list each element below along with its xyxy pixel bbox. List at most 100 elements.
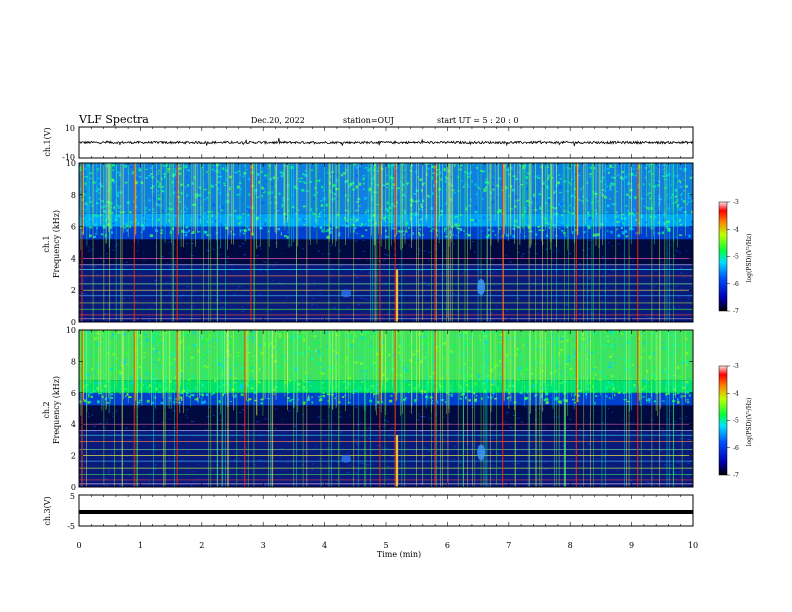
spectral-speckle (423, 416, 427, 418)
spectral-speckle (682, 386, 685, 389)
spectral-speckle (104, 211, 107, 214)
spectral-speckle (97, 198, 100, 200)
spectral-speckle (93, 215, 97, 218)
spectral-speckle (644, 176, 647, 179)
spectral-speckle (211, 362, 213, 365)
spectral-speckle (540, 216, 544, 219)
spectral-speckle (621, 213, 624, 216)
spectral-speckle (190, 255, 194, 257)
spectral-speckle (174, 215, 178, 218)
spectral-speckle (273, 227, 276, 229)
spectral-speckle (238, 245, 242, 247)
spectral-speckle (654, 379, 657, 382)
spectral-speckle (626, 400, 630, 403)
spectral-speckle (89, 380, 92, 383)
spectral-speckle (191, 436, 194, 438)
spectral-speckle (229, 186, 232, 189)
spectral-speckle (287, 397, 290, 400)
spectral-speckle (366, 298, 369, 300)
spectral-speckle (603, 167, 606, 169)
spectral-speckle (212, 392, 215, 395)
spectral-speckle (427, 168, 430, 170)
spectral-speckle (491, 477, 493, 479)
spectral-speckle (679, 306, 681, 308)
spectral-speckle (303, 389, 307, 391)
spectral-speckle (480, 397, 483, 400)
spectral-speckle (307, 398, 309, 402)
y-tick-label: 4 (71, 420, 76, 429)
spectral-speckle (356, 258, 360, 260)
spectral-speckle (283, 305, 285, 307)
spectral-speckle (366, 169, 371, 172)
spectral-speckle (150, 307, 154, 309)
spectral-speckle (332, 172, 336, 175)
spectral-speckle (228, 349, 231, 353)
spectral-speckle (427, 194, 429, 197)
spectral-speckle (191, 242, 194, 244)
spectral-speckle (493, 284, 496, 286)
spectral-speckle (569, 373, 572, 375)
spectral-speckle (588, 381, 592, 385)
spectral-speckle (182, 430, 186, 432)
spectral-speckle (138, 168, 142, 172)
spectral-speckle (497, 330, 500, 333)
spectral-speckle (161, 364, 165, 366)
spectral-speckle (536, 477, 540, 479)
spectral-speckle (553, 250, 555, 252)
spectral-speckle (650, 207, 653, 210)
spectral-speckle (251, 355, 253, 357)
spectral-speckle (497, 346, 499, 348)
spectral-speckle (273, 339, 277, 342)
spectral-speckle (260, 248, 262, 250)
spectral-speckle (302, 201, 304, 203)
spectral-speckle (195, 386, 197, 390)
spectral-speckle (415, 167, 419, 169)
spectral-speckle (241, 475, 244, 477)
spectral-speckle (82, 193, 86, 196)
spectral-speckle (241, 306, 243, 308)
spectral-speckle (570, 182, 572, 186)
spectral-speckle (396, 372, 399, 374)
spectral-speckle (184, 206, 187, 208)
spectral-speckle (250, 387, 254, 390)
spectral-speckle (230, 336, 233, 338)
spectral-speckle (489, 424, 493, 426)
spectral-speckle (189, 471, 193, 473)
spectral-speckle (525, 187, 528, 191)
colorbar-tick-label: -5 (733, 254, 739, 261)
spectral-speckle (524, 367, 528, 371)
spectral-speckle (610, 176, 614, 178)
spectral-speckle (444, 401, 447, 403)
spectral-speckle (212, 469, 215, 471)
spectral-speckle (124, 361, 126, 365)
spectral-speckle (680, 272, 683, 274)
spectral-speckle (586, 291, 590, 293)
spectral-speckle (186, 417, 189, 419)
spectral-speckle (301, 464, 304, 466)
spectral-speckle (414, 378, 417, 380)
spectral-speckle (112, 164, 116, 167)
spectral-speckle (259, 294, 262, 296)
spectral-speckle (668, 229, 671, 232)
spectral-speckle (637, 184, 640, 187)
spectral-speckle (422, 355, 426, 357)
spectral-speckle (360, 270, 364, 272)
spectral-speckle (526, 390, 529, 394)
spectral-speckle (145, 373, 149, 375)
spectral-speckle (260, 435, 262, 437)
spectral-speckle (477, 374, 481, 377)
spectral-speckle (351, 478, 355, 480)
spectral-speckle (680, 228, 682, 230)
spectral-speckle (320, 211, 323, 214)
spectral-speckle (370, 386, 372, 389)
spectral-speckle (243, 254, 246, 256)
spectral-speckle (616, 220, 620, 223)
spectral-speckle (241, 310, 244, 312)
spectral-speckle (621, 333, 624, 336)
spectral-speckle (263, 484, 267, 486)
spectral-speckle (442, 439, 445, 441)
spectral-speckle (613, 256, 616, 258)
spectral-speckle (668, 334, 670, 336)
spectral-speckle (313, 228, 315, 231)
